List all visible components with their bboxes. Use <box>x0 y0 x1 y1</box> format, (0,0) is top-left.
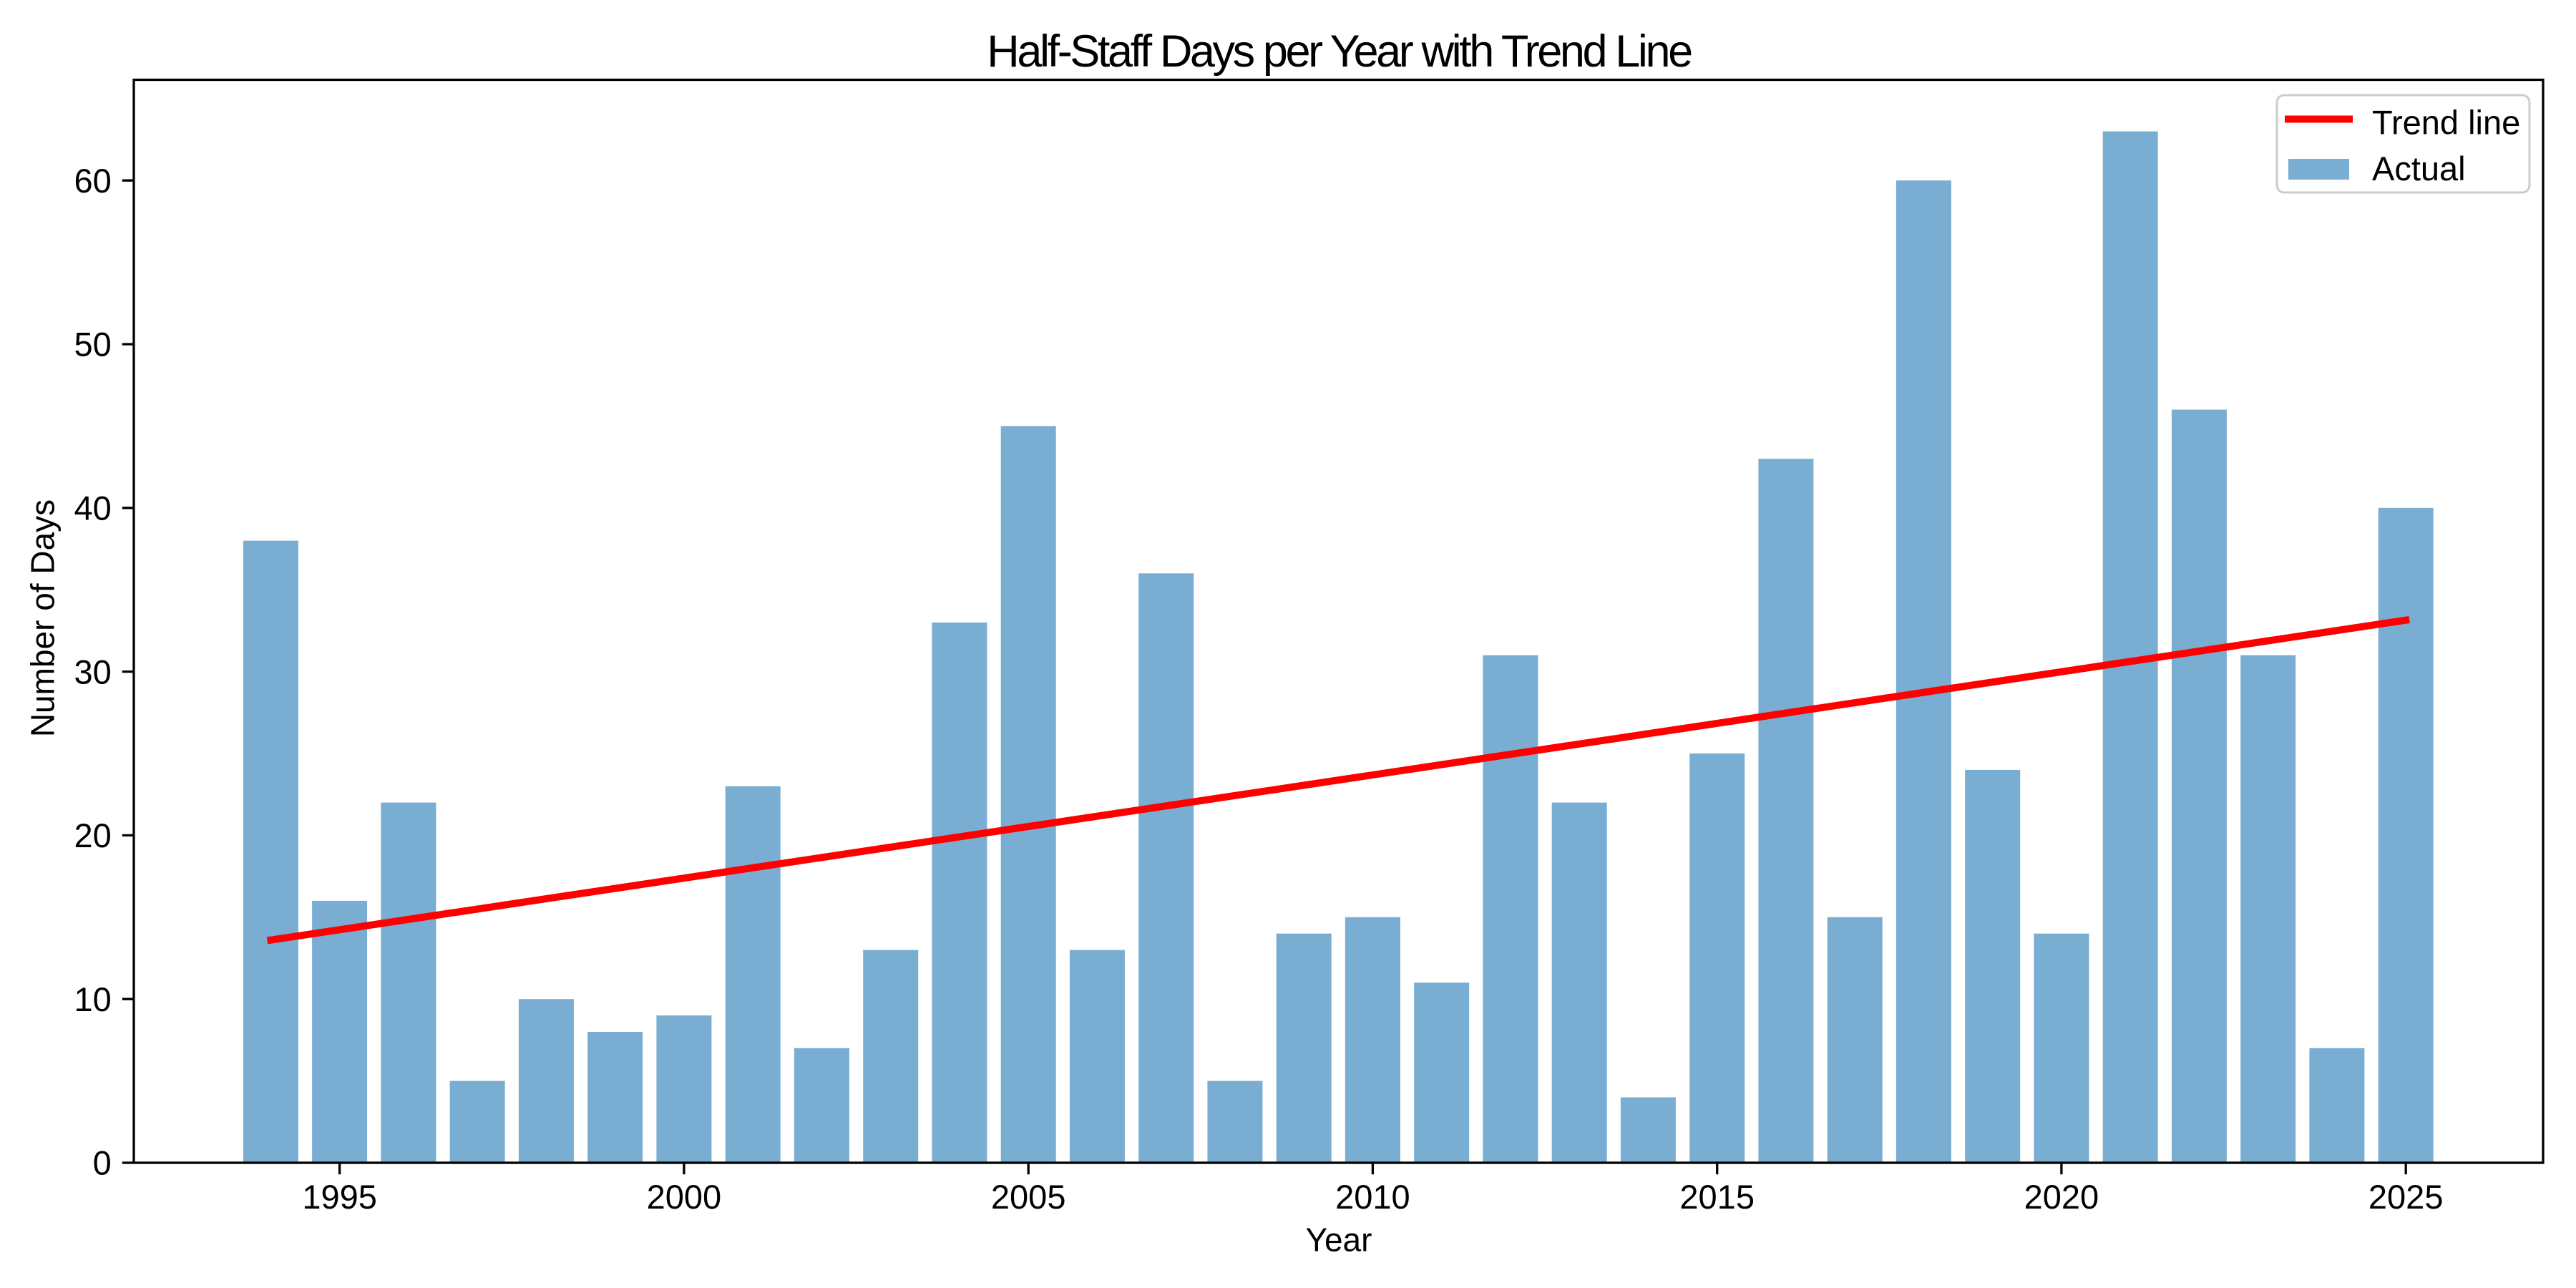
svg-text:2000: 2000 <box>647 1178 722 1216</box>
svg-text:Half-Staff Days per Year with: Half-Staff Days per Year with Trend Line <box>987 26 1692 77</box>
svg-text:2015: 2015 <box>1679 1178 1755 1216</box>
svg-text:2010: 2010 <box>1335 1178 1410 1216</box>
svg-text:Number of Days: Number of Days <box>24 499 62 737</box>
svg-text:2020: 2020 <box>2024 1178 2099 1216</box>
svg-text:1995: 1995 <box>302 1178 377 1216</box>
svg-text:2025: 2025 <box>2368 1178 2444 1216</box>
svg-text:30: 30 <box>74 653 112 691</box>
svg-text:0: 0 <box>93 1144 112 1182</box>
svg-text:2005: 2005 <box>991 1178 1066 1216</box>
svg-text:Actual: Actual <box>2372 150 2466 187</box>
svg-text:Year: Year <box>1306 1221 1372 1259</box>
svg-text:40: 40 <box>74 489 112 527</box>
svg-text:20: 20 <box>74 816 112 854</box>
svg-text:Trend line: Trend line <box>2372 103 2520 141</box>
svg-text:50: 50 <box>74 326 112 364</box>
svg-text:60: 60 <box>74 162 112 200</box>
svg-text:10: 10 <box>74 980 112 1018</box>
